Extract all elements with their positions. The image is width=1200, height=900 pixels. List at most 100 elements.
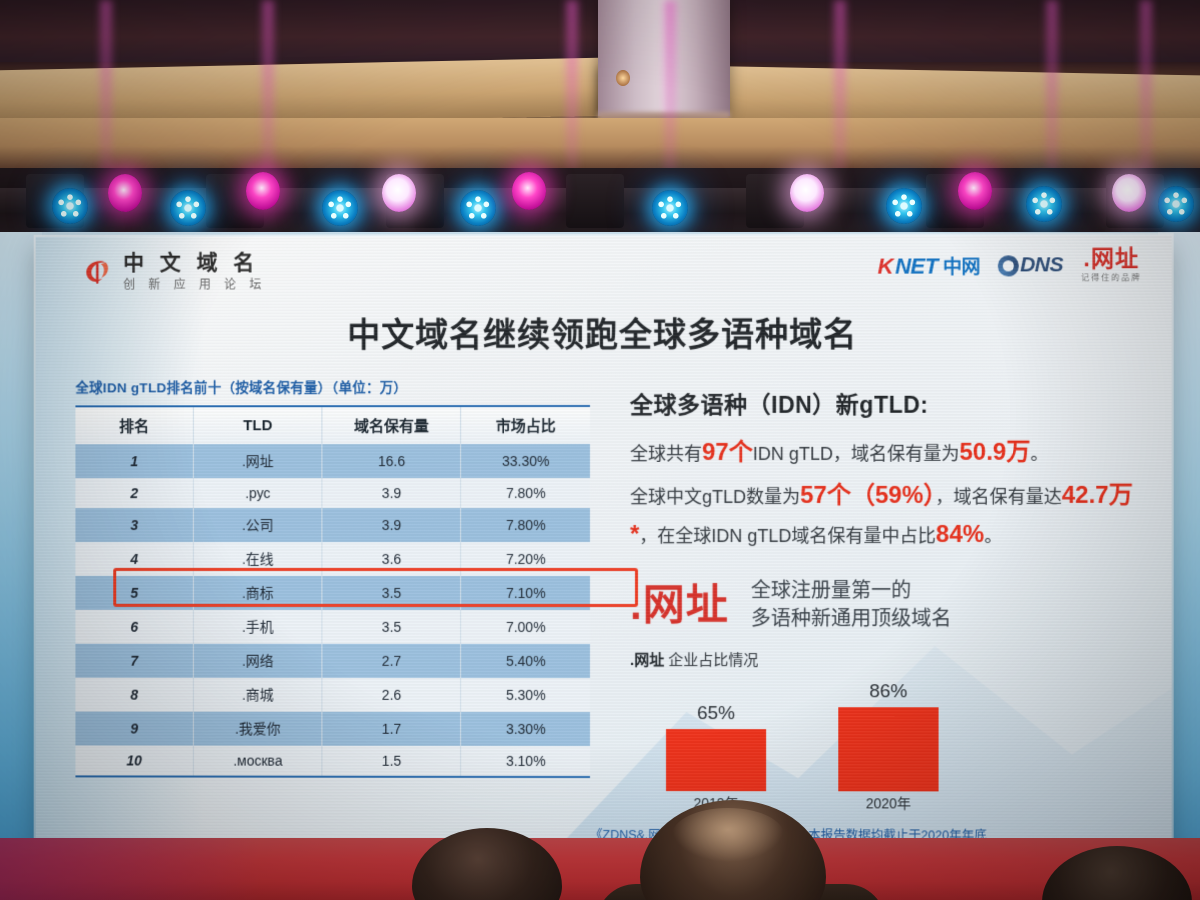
cell-share: 7.80%	[461, 478, 591, 509]
led-par-light-icon	[1026, 186, 1062, 222]
forum-logo-line1: 中 文 域 名	[123, 251, 260, 275]
cell-share: 5.30%	[461, 677, 591, 712]
light-beam	[1046, 0, 1058, 172]
cell-tld: .москва	[193, 745, 323, 777]
summary-heading: 全球多语种（IDN）新gTLD:	[630, 391, 929, 418]
cell-volume: 3.6	[322, 542, 462, 576]
light-fixture	[566, 174, 624, 228]
moving-head-spot-icon	[108, 174, 142, 212]
table-row: 6 .手机 3.5 7.00%	[75, 609, 591, 644]
table-subtitle: 全球IDN gTLD排名前十（按域名保有量）（单位：万）	[75, 380, 408, 396]
cell-tld: .手机	[193, 609, 323, 644]
cell-rank: 5	[75, 575, 194, 610]
cell-share: 33.30%	[461, 444, 591, 479]
moving-head-spot-icon	[382, 174, 416, 212]
cell-share: 7.00%	[461, 609, 591, 644]
ranking-panel: 全球IDN gTLD排名前十（按域名保有量）（单位：万） 排名 TLD 域名保有…	[75, 376, 639, 778]
led-par-light-icon	[170, 190, 206, 226]
cell-rank: 8	[75, 677, 194, 712]
idn-gtld-ranking-table: 排名 TLD 域名保有量 市场占比 1 .网址 16.6 33.30% 2 .рус 3.…	[75, 405, 591, 778]
cell-rank: 10	[75, 745, 194, 777]
chart-title: .网址 企业占比情况	[630, 649, 1152, 670]
cell-share: 7.80%	[461, 508, 591, 543]
table-header-row: 排名 TLD 域名保有量 市场占比	[75, 406, 591, 445]
table-row: 1 .网址 16.6 33.30%	[75, 444, 591, 479]
bar-2019: 65% 2019年	[666, 703, 767, 812]
enterprise-share-bar-chart: .网址 企业占比情况 65% 2019年 86% 2020年	[630, 649, 1152, 818]
chart-title-rest: 企业占比情况	[664, 652, 759, 670]
para2-stat-count: 57个（59%）	[800, 481, 936, 509]
ceiling-lamp-icon	[616, 70, 630, 86]
cell-rank: 3	[75, 508, 194, 543]
cell-tld: .在线	[193, 542, 323, 576]
column-header-share: 市场占比	[461, 406, 591, 445]
para2-a: 全球中文gTLD数量为	[630, 486, 801, 507]
table-row: 5 .商标 3.5 7.10%	[75, 575, 591, 610]
light-beam	[262, 0, 274, 172]
cell-volume: 3.9	[322, 508, 462, 543]
cell-volume: 2.7	[322, 643, 462, 678]
para1-a: 全球共有	[630, 443, 703, 464]
partner-logo-row: K NET 中网 DNS .网址 记得住的品牌	[877, 245, 1142, 283]
zdns-circle-icon	[997, 254, 1020, 276]
cell-tld: .商城	[193, 677, 323, 712]
cell-share: 7.10%	[461, 575, 591, 610]
para2-d: 。	[984, 525, 1003, 546]
summary-panel: 全球多语种（IDN）新gTLD: 全球共有97个IDN gTLD，域名保有量为5…	[630, 386, 1152, 819]
lighting-truss	[0, 168, 1200, 234]
wall-left	[0, 232, 42, 900]
led-par-light-icon	[460, 190, 496, 226]
forum-logo-text: 中 文 域 名 创 新 应 用 论 坛	[123, 251, 267, 292]
zdns-logo: DNS	[997, 253, 1063, 277]
cell-volume: 3.9	[322, 478, 462, 509]
moving-head-spot-icon	[958, 172, 992, 210]
knet-logo-cn: 中网	[942, 256, 980, 279]
light-beam	[566, 0, 578, 172]
moving-head-spot-icon	[246, 172, 280, 210]
wangzhi-logo-text: .网址	[1083, 245, 1140, 272]
para1-stat-volume: 50.9万	[959, 438, 1031, 466]
table-row: 8 .商城 2.6 5.30%	[75, 677, 591, 712]
table-row: 3 .公司 3.9 7.80%	[75, 508, 591, 543]
column-header-volume: 域名保有量	[322, 406, 462, 445]
summary-paragraph-1: 全球共有97个IDN gTLD，域名保有量为50.9万。	[630, 434, 1152, 473]
cell-rank: 9	[75, 711, 194, 746]
light-beam	[834, 0, 846, 172]
cell-tld: .网址	[193, 444, 323, 479]
knet-logo-k: K	[877, 253, 894, 279]
wangzhi-logo: .网址 记得住的品牌	[1081, 245, 1141, 283]
led-par-light-icon	[52, 188, 88, 224]
chart-plot-area: 65% 2019年 86% 2020年	[652, 681, 993, 814]
para2-stat-share: 84%	[935, 520, 985, 548]
brand-slogan: 全球注册量第一的 多语种新通用顶级域名	[751, 577, 952, 634]
bar-value-2019: 65%	[697, 703, 736, 725]
cell-volume: 3.5	[322, 609, 462, 644]
cell-tld: .网络	[193, 643, 323, 678]
ceiling-beam-base	[0, 118, 1200, 172]
led-par-light-icon	[322, 190, 358, 226]
moving-head-spot-icon	[512, 172, 546, 210]
forum-logo-line2: 创 新 应 用 论 坛	[123, 277, 267, 292]
table-row: 9 .我爱你 1.7 3.30%	[75, 711, 591, 746]
bar-value-2020: 86%	[869, 681, 908, 703]
cell-rank: 7	[75, 643, 194, 678]
led-par-light-icon	[652, 190, 688, 226]
column-header-tld: TLD	[193, 406, 323, 445]
para2-b: ，域名保有量达	[935, 486, 1062, 507]
summary-paragraph-2: 全球中文gTLD数量为57个（59%），域名保有量达42.7万*，在全球IDN …	[630, 477, 1152, 555]
cell-share: 7.20%	[461, 542, 591, 576]
column-header-rank: 排名	[75, 406, 194, 445]
brand-slogan-line1: 全球注册量第一的	[750, 579, 912, 602]
led-par-light-icon	[1158, 186, 1194, 222]
cell-tld: .рус	[193, 478, 323, 509]
forum-logo: 中 文 域 名 创 新 应 用 论 坛	[80, 251, 267, 292]
light-beam	[1140, 0, 1152, 172]
table-row: 7 .网络 2.7 5.40%	[75, 643, 591, 678]
chart-title-brand: .网址	[630, 652, 665, 670]
cell-volume: 1.7	[322, 711, 462, 746]
para2-c: ，在全球IDN gTLD域名保有量中占比	[639, 525, 936, 546]
cell-rank: 4	[75, 542, 194, 576]
moving-head-spot-icon	[790, 174, 824, 212]
stage-red-band	[0, 838, 1200, 900]
